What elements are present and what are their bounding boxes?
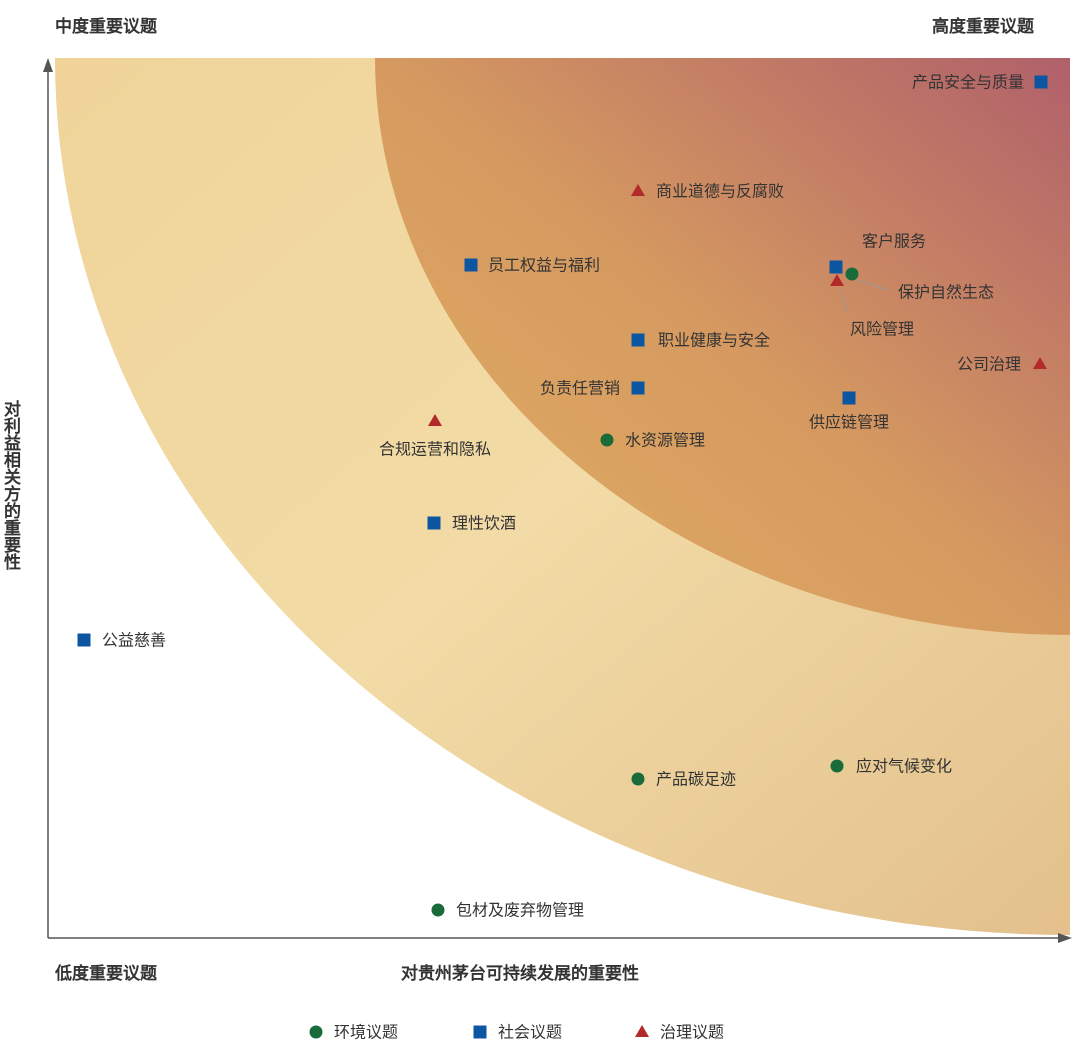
issue-label: 理性饮酒 xyxy=(452,514,516,533)
marker-circle xyxy=(830,759,844,773)
issue-label: 公益慈善 xyxy=(102,631,166,650)
issue-label: 客户服务 xyxy=(862,232,926,251)
leader-line xyxy=(839,288,849,313)
marker-circle xyxy=(845,267,859,281)
marker-square xyxy=(829,260,843,274)
marker-square xyxy=(631,333,645,347)
marker-square xyxy=(77,633,91,647)
issue-label: 商业道德与反腐败 xyxy=(656,182,784,201)
leader-line xyxy=(857,279,889,291)
marker-circle xyxy=(631,772,645,786)
marker-square xyxy=(842,391,856,405)
corner-label: 中度重要议题 xyxy=(55,16,158,37)
marker-triangle xyxy=(428,414,442,426)
issue-label: 产品碳足迹 xyxy=(656,770,736,789)
issue-label: 应对气候变化 xyxy=(856,757,952,776)
corner-label: 低度重要议题 xyxy=(54,963,158,984)
issue-label: 包材及废弃物管理 xyxy=(456,901,584,920)
marker-triangle xyxy=(635,1025,649,1037)
marker-circle xyxy=(431,903,445,917)
issue-label: 保护自然生态 xyxy=(898,283,994,302)
legend-label: 治理议题 xyxy=(660,1023,724,1042)
marker-triangle xyxy=(631,184,645,196)
corner-label: 高度重要议题 xyxy=(932,16,1035,37)
issue-label: 供应链管理 xyxy=(809,413,889,432)
issue-label: 风险管理 xyxy=(850,320,914,339)
marker-circle xyxy=(309,1025,323,1039)
issue-label: 公司治理 xyxy=(957,355,1021,374)
marker-square xyxy=(473,1025,487,1039)
marker-square xyxy=(427,516,441,530)
issue-label: 产品安全与质量 xyxy=(912,73,1024,92)
marker-circle xyxy=(600,433,614,447)
marker-square xyxy=(631,381,645,395)
x-arrow xyxy=(1058,933,1072,943)
issue-label: 合规运营和隐私 xyxy=(379,440,491,459)
inner-band xyxy=(375,58,1070,635)
marker-square xyxy=(1034,75,1048,89)
legend-label: 环境议题 xyxy=(334,1023,398,1042)
issue-label: 职业健康与安全 xyxy=(658,331,770,350)
issue-label: 负责任营销 xyxy=(540,379,620,398)
marker-triangle xyxy=(1033,357,1047,369)
issue-label: 水资源管理 xyxy=(625,431,705,450)
y-arrow xyxy=(43,58,53,72)
y-axis-label: 对利益相关方的重要性 xyxy=(0,399,21,571)
marker-square xyxy=(464,258,478,272)
legend-label: 社会议题 xyxy=(498,1023,562,1042)
marker-triangle xyxy=(830,274,844,286)
x-axis-label: 对贵州茅台可持续发展的重要性 xyxy=(401,963,639,984)
issue-label: 员工权益与福利 xyxy=(488,256,600,275)
